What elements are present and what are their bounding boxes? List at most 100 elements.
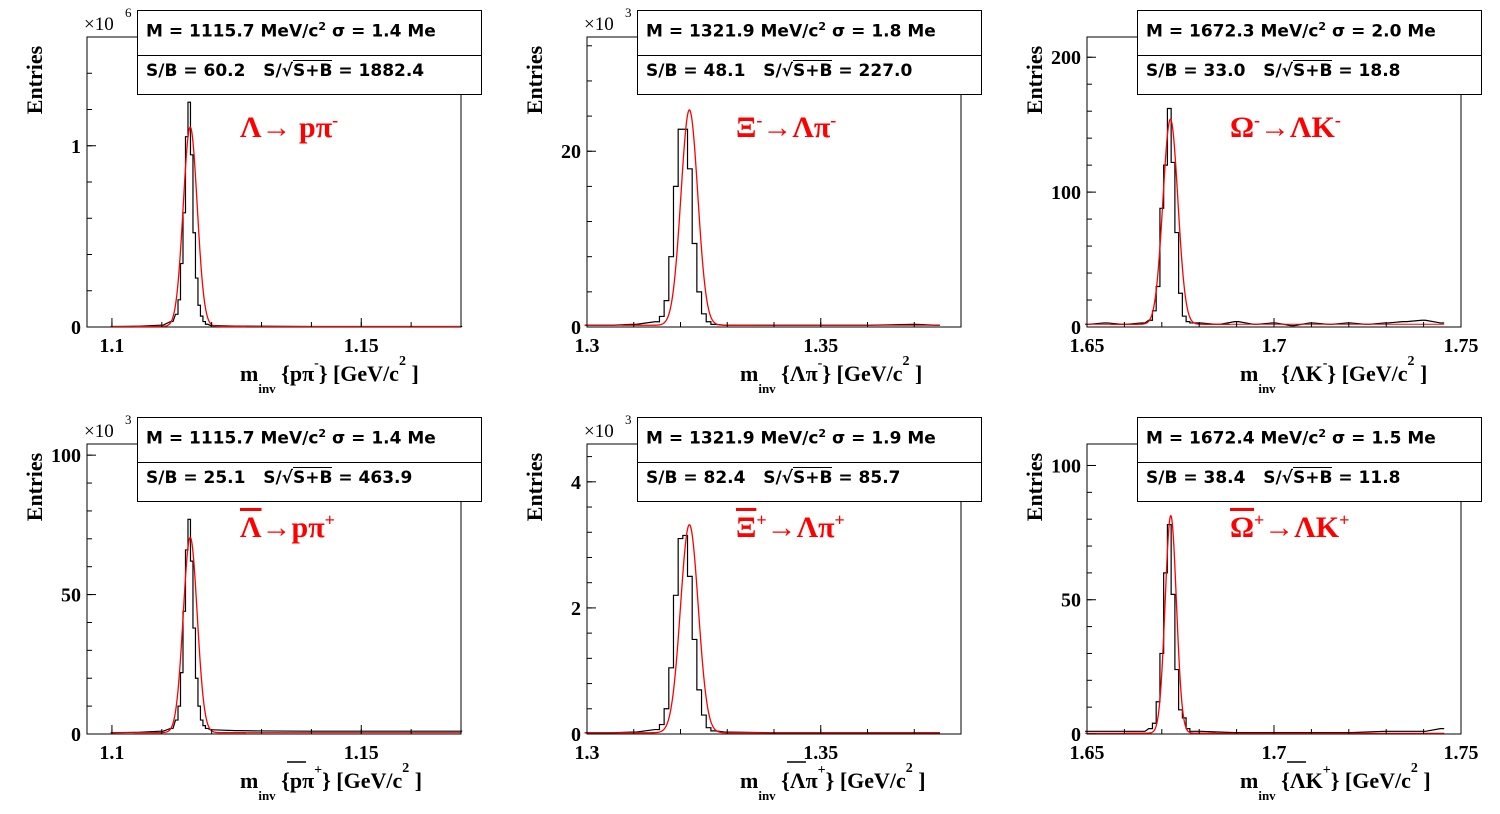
histogram-steps bbox=[584, 128, 940, 326]
decay-channel-label: Ξ-→Λπ- bbox=[736, 110, 837, 144]
y-multiplier: ×10 bbox=[84, 14, 114, 35]
x-axis-title: minv {Λπ+} [GeV/c2 ] bbox=[740, 761, 926, 803]
histogram-steps bbox=[1085, 523, 1445, 734]
y-tick-label: 0 bbox=[1071, 317, 1081, 339]
y-tick-label: 0 bbox=[571, 317, 581, 339]
significance-line: S/B = 38.4 S/√S+B = 11.8 bbox=[1146, 467, 1401, 488]
x-tick-label: 1.1 bbox=[99, 742, 124, 764]
gaussian-fit-curve bbox=[1125, 514, 1216, 734]
histogram-panel-2: 0 20 1.3 1.35 Entries ×10 3 minv {Λπ-} [GeV/c2 … bbox=[500, 0, 1000, 407]
x-tick-label: 1.7 bbox=[1262, 335, 1287, 357]
histogram-steps bbox=[584, 534, 940, 734]
y-tick-label: 2 bbox=[571, 598, 581, 620]
x-axis-title: minv {pπ-} [GeV/c2 ] bbox=[240, 354, 419, 396]
stat-divider bbox=[638, 462, 981, 463]
y-tick-label: 1 bbox=[71, 136, 81, 158]
histogram-panel-3: 0 100 200 1.65 1.7 1.75 Entries minv {ΛK-} [GeV… bbox=[1000, 0, 1500, 407]
decay-channel-label: Ξ+→Λπ+ bbox=[736, 510, 845, 544]
histogram-svg: 0 50 100 1.1 1.15 Entries ×10 3 minv {pπ+} [GeV/… bbox=[22, 412, 463, 803]
x-tick-label: 1.7 bbox=[1262, 742, 1287, 764]
x-tick-label: 1.75 bbox=[1444, 742, 1479, 764]
fit-statistics-box: M = 1321.9 MeV/c2 σ = 1.9 Me S/B = 82.4 S… bbox=[637, 417, 982, 502]
y-multiplier-exponent: 3 bbox=[625, 412, 632, 427]
fit-statistics-box: M = 1321.9 MeV/c2 σ = 1.8 Me S/B = 48.1 S… bbox=[637, 10, 982, 95]
y-multiplier-exponent: 3 bbox=[625, 5, 632, 20]
significance-line: S/B = 60.2 S/√S+B = 1882.4 bbox=[146, 60, 425, 81]
gaussian-fit-curve bbox=[134, 536, 247, 734]
histogram-svg: 0 1 1.1 1.15 Entries ×10 6 minv {pπ-} [GeV/c2 ] bbox=[22, 5, 463, 396]
x-axis-title: minv {ΛK-} [GeV/c2 ] bbox=[1240, 354, 1427, 396]
histogram-panel-5: 0 2 4 1.3 1.35 Entries ×10 3 minv {Λπ+} [GeV/c2 … bbox=[500, 407, 1000, 814]
stat-divider bbox=[138, 462, 481, 463]
x-axis-title: minv {ΛK+} [GeV/c2 ] bbox=[1240, 761, 1431, 803]
x-tick-label: 1.35 bbox=[803, 742, 838, 764]
y-tick-label: 100 bbox=[51, 445, 81, 467]
y-multiplier-exponent: 6 bbox=[125, 5, 132, 20]
x-tick-label: 1.3 bbox=[575, 335, 600, 357]
gaussian-fit-curve bbox=[622, 109, 757, 326]
sqrt-symbol: √ bbox=[1281, 468, 1293, 488]
sqrt-symbol: √ bbox=[281, 468, 293, 488]
mass-sigma-line: M = 1672.3 MeV/c2 σ = 2.0 Me bbox=[1146, 20, 1436, 42]
y-multiplier: ×10 bbox=[84, 421, 114, 442]
fit-statistics-box: M = 1672.4 MeV/c2 σ = 1.5 Me S/B = 38.4 S… bbox=[1137, 417, 1482, 502]
mass-sigma-line: M = 1115.7 MeV/c2 σ = 1.4 Me bbox=[146, 20, 436, 42]
decay-channel-label: Λ→ pπ- bbox=[240, 110, 339, 144]
histogram-steps bbox=[110, 518, 463, 734]
histogram-svg: 0 20 1.3 1.35 Entries ×10 3 minv {Λπ-} [GeV/c2 … bbox=[522, 5, 962, 396]
y-multiplier: ×10 bbox=[584, 14, 614, 35]
y-tick-label: 100 bbox=[1051, 182, 1081, 204]
y-axis-title: Entries bbox=[22, 45, 47, 114]
y-tick-label: 50 bbox=[61, 585, 81, 607]
significance-line: S/B = 82.4 S/√S+B = 85.7 bbox=[646, 467, 901, 488]
mass-sigma-line: M = 1115.7 MeV/c2 σ = 1.4 Me bbox=[146, 427, 436, 449]
y-axis-title: Entries bbox=[522, 45, 547, 114]
mass-sigma-line: M = 1321.9 MeV/c2 σ = 1.9 Me bbox=[646, 427, 936, 449]
histogram-svg: 0 50 100 1.65 1.7 1.75 Entries minv {ΛK+} [GeV/… bbox=[1022, 443, 1479, 803]
y-tick-label: 200 bbox=[1051, 47, 1081, 69]
stat-divider bbox=[1138, 462, 1481, 463]
histogram-panel-6: 0 50 100 1.65 1.7 1.75 Entries minv {ΛK+} [GeV/… bbox=[1000, 407, 1500, 814]
y-axis-title: Entries bbox=[522, 452, 547, 521]
mass-sigma-line: M = 1321.9 MeV/c2 σ = 1.8 Me bbox=[646, 20, 936, 42]
sqrt-symbol: √ bbox=[1281, 61, 1293, 81]
y-axis-title: Entries bbox=[1022, 45, 1047, 114]
significance-line: S/B = 25.1 S/√S+B = 463.9 bbox=[146, 467, 413, 488]
histogram-panel-1: 0 1 1.1 1.15 Entries ×10 6 minv {pπ-} [GeV/c2 ]… bbox=[0, 0, 500, 407]
x-tick-label: 1.65 bbox=[1070, 335, 1105, 357]
x-tick-label: 1.35 bbox=[803, 335, 838, 357]
gaussian-fit-curve bbox=[618, 523, 761, 734]
y-axis-title: Entries bbox=[1022, 452, 1047, 521]
x-tick-label: 1.1 bbox=[99, 335, 124, 357]
decay-channel-label: Ω-→ΛK- bbox=[1230, 110, 1341, 144]
sqrt-symbol: √ bbox=[781, 61, 793, 81]
histogram-svg: 0 2 4 1.3 1.35 Entries ×10 3 minv {Λπ+} [GeV/c2 … bbox=[522, 412, 962, 803]
sqrt-symbol: √ bbox=[281, 61, 293, 81]
x-tick-label: 1.15 bbox=[344, 742, 379, 764]
y-multiplier: ×10 bbox=[584, 421, 614, 442]
y-tick-label: 0 bbox=[1071, 724, 1081, 746]
x-tick-label: 1.3 bbox=[575, 742, 600, 764]
x-tick-label: 1.75 bbox=[1444, 335, 1479, 357]
significance-line: S/B = 33.0 S/√S+B = 18.8 bbox=[1146, 60, 1401, 81]
y-tick-label: 0 bbox=[71, 724, 81, 746]
y-tick-label: 0 bbox=[571, 724, 581, 746]
x-axis-title: minv {Λπ-} [GeV/c2 ] bbox=[740, 354, 922, 396]
x-tick-label: 1.15 bbox=[344, 335, 379, 357]
stat-divider bbox=[638, 55, 981, 56]
y-axis-title: Entries bbox=[22, 452, 47, 521]
y-tick-label: 50 bbox=[1061, 590, 1081, 612]
sqrt-symbol: √ bbox=[781, 468, 793, 488]
y-tick-label: 20 bbox=[561, 141, 581, 163]
fit-statistics-box: M = 1672.3 MeV/c2 σ = 2.0 Me S/B = 33.0 S… bbox=[1137, 10, 1482, 95]
histogram-panel-4: 0 50 100 1.1 1.15 Entries ×10 3 minv {pπ+} [GeV/… bbox=[0, 407, 500, 814]
y-multiplier-exponent: 3 bbox=[125, 412, 132, 427]
significance-line: S/B = 48.1 S/√S+B = 227.0 bbox=[646, 60, 913, 81]
stat-divider bbox=[138, 55, 481, 56]
mass-sigma-line: M = 1672.4 MeV/c2 σ = 1.5 Me bbox=[1146, 427, 1436, 449]
fit-statistics-box: M = 1115.7 MeV/c2 σ = 1.4 Me S/B = 25.1 S… bbox=[137, 417, 482, 502]
y-tick-label: 100 bbox=[1051, 455, 1081, 477]
decay-channel-label: Ω+→ΛK+ bbox=[1230, 510, 1350, 544]
decay-channel-label: Λ→pπ+ bbox=[240, 510, 335, 544]
